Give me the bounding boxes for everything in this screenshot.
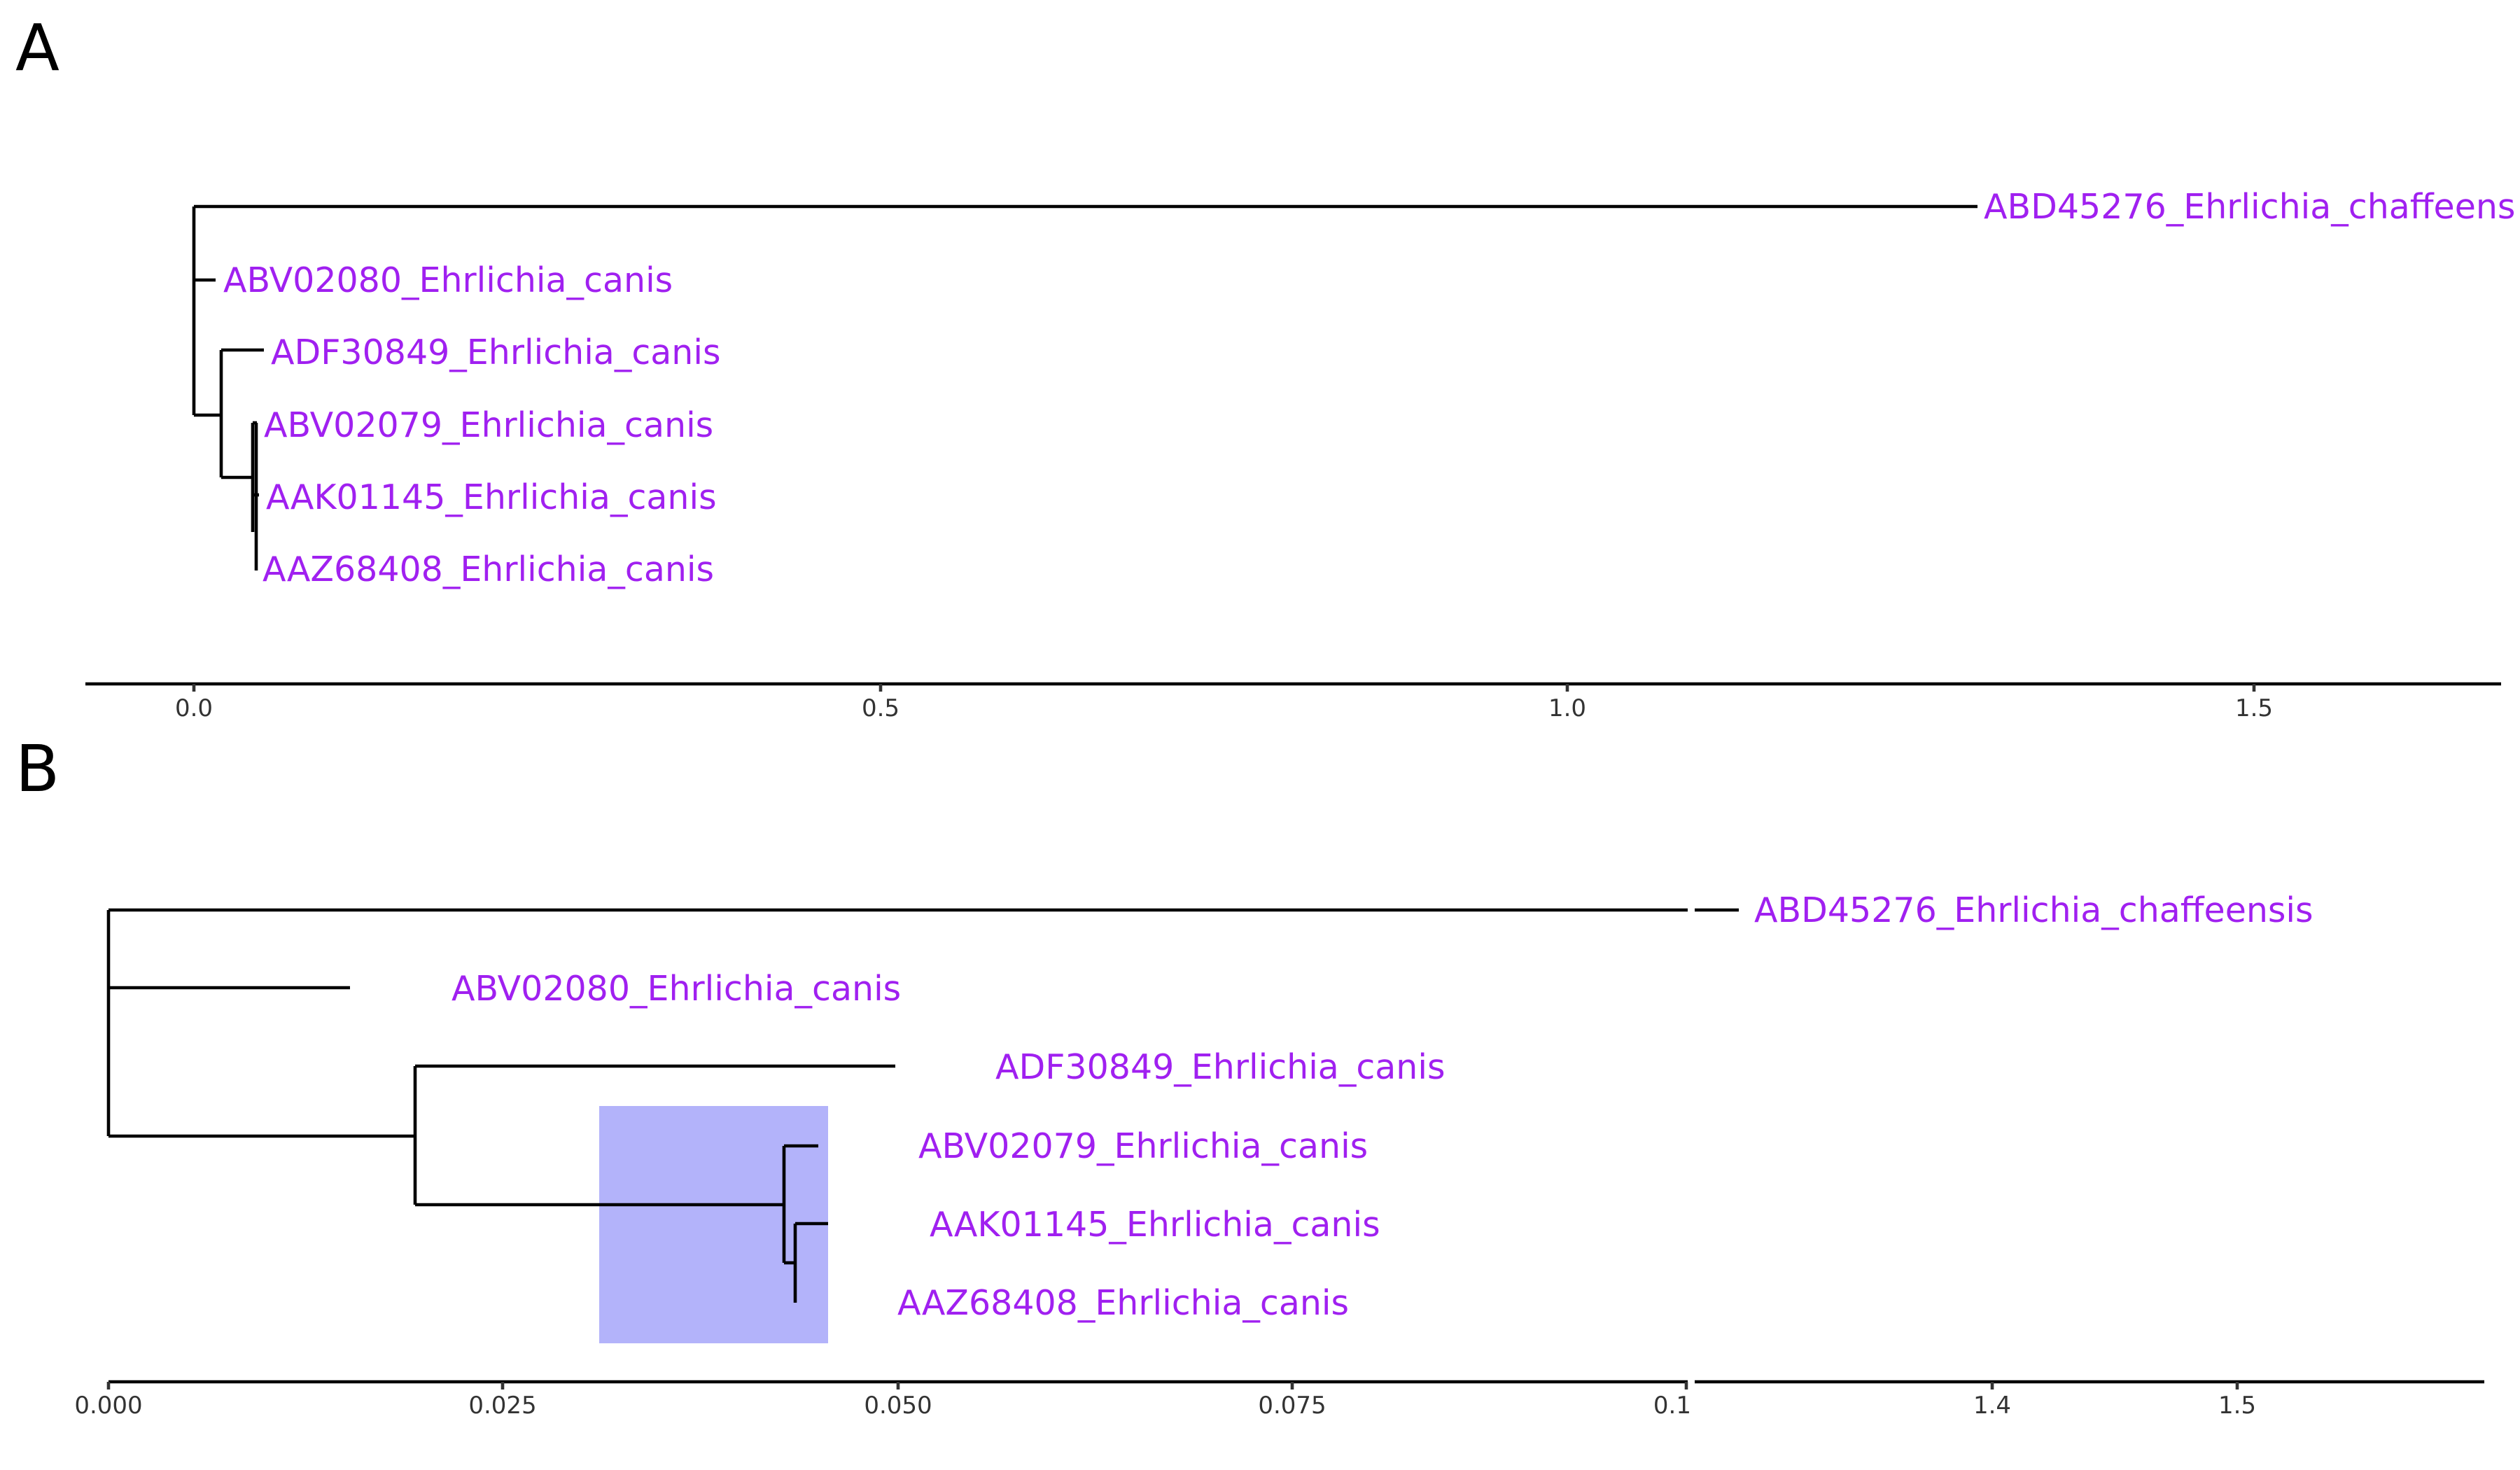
tip-label-a-aaz68408: AAZ68408_Ehrlichia_canis — [262, 550, 714, 589]
panel-b-x-axis: 0.000 0.025 0.050 0.075 0.1 1.4 1.5 — [74, 1380, 2484, 1420]
panel-b-tick-label-3: 0.075 — [1258, 1392, 1326, 1420]
tip-label-b-abd45276: ABD45276_Ehrlichia_chaffeensis — [1754, 890, 2314, 930]
panel-b-tick-label-5: 1.4 — [1973, 1392, 2011, 1420]
panel-b-tick-label-6: 1.5 — [2218, 1392, 2256, 1420]
panel-a-tip-labels: ABD45276_Ehrlichia_chaffeens ABV02080_Eh… — [223, 187, 2515, 589]
tip-label-a-adf30849: ADF30849_Ehrlichia_canis — [271, 332, 721, 372]
panel-a-x-axis: 0.0 0.5 1.0 1.5 — [85, 682, 2501, 722]
panel-b-letter: B — [15, 732, 59, 806]
tip-label-b-adf30849: ADF30849_Ehrlichia_canis — [995, 1047, 1446, 1087]
panel-b-tick-label-1: 0.025 — [468, 1392, 536, 1420]
panel-b-tip-labels: ABD45276_Ehrlichia_chaffeensis ABV02080_… — [451, 890, 2314, 1323]
panel-a-branches — [192, 204, 1977, 570]
tip-label-b-abv02080: ABV02080_Ehrlichia_canis — [451, 969, 901, 1009]
panel-b-tick-label-4: 0.1 — [1653, 1392, 1691, 1420]
panel-a: A ABD45276_Ehrlichia_chaffeens ABV02080_… — [15, 10, 2515, 722]
panel-a-tick-label-0: 0.0 — [175, 694, 213, 722]
panel-a-letter: A — [15, 10, 59, 85]
panel-a-tick-label-2: 1.0 — [1548, 694, 1586, 722]
panel-b: B ABD45276_Ehrlichia_chaffeensis ABV0208… — [15, 732, 2484, 1420]
tip-label-b-aak01145: AAK01145_Ehrlichia_canis — [930, 1205, 1380, 1245]
tip-label-a-abv02080: ABV02080_Ehrlichia_canis — [223, 260, 673, 300]
tip-label-b-abv02079: ABV02079_Ehrlichia_canis — [918, 1126, 1368, 1166]
panel-b-tick-label-2: 0.050 — [864, 1392, 932, 1420]
panel-b-branches — [106, 908, 1739, 1303]
tip-label-a-abd45276: ABD45276_Ehrlichia_chaffeens — [1984, 187, 2515, 227]
panel-b-tick-label-0: 0.000 — [74, 1392, 142, 1420]
tip-label-b-aaz68408: AAZ68408_Ehrlichia_canis — [897, 1283, 1349, 1323]
panel-a-tick-label-3: 1.5 — [2235, 694, 2273, 722]
tip-label-a-aak01145: AAK01145_Ehrlichia_canis — [266, 477, 717, 517]
panel-a-tick-label-1: 0.5 — [862, 694, 899, 722]
tip-label-a-abv02079: ABV02079_Ehrlichia_canis — [264, 405, 713, 445]
